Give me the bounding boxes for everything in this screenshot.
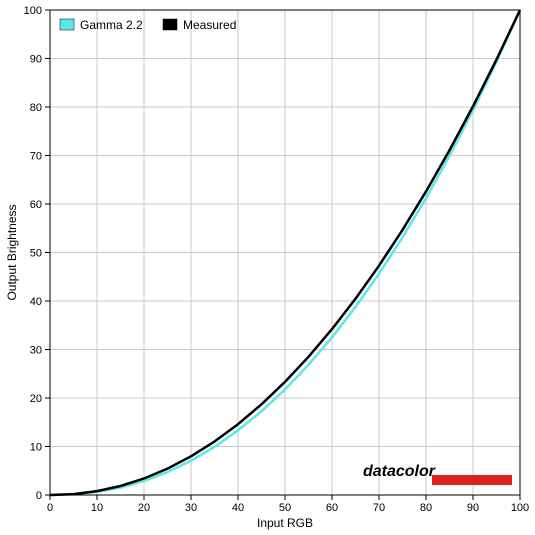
y-tick-label: 70 [30, 151, 42, 163]
brand-bar [432, 475, 512, 485]
y-tick-label: 100 [24, 5, 42, 17]
y-tick-label: 0 [36, 490, 42, 502]
y-tick-label: 90 [30, 54, 42, 66]
y-tick-label: 30 [30, 345, 42, 357]
x-tick-label: 10 [91, 502, 103, 514]
chart-svg: 0 10 20 30 40 50 60 70 80 90 100 0 10 20 30 40 50 60 70 80 9… [0, 0, 535, 535]
y-tick-label: 10 [30, 442, 42, 454]
gamma-chart: 0 10 20 30 40 50 60 70 80 90 100 0 10 20 30 40 50 60 70 80 9… [0, 0, 535, 535]
y-tick-label: 40 [30, 296, 42, 308]
x-tick-label: 0 [47, 502, 53, 514]
legend-swatch [163, 19, 177, 30]
y-tick-label: 20 [30, 393, 42, 405]
y-tick-label: 80 [30, 102, 42, 114]
x-tick-label: 100 [511, 502, 529, 514]
y-tick-label: 50 [30, 248, 42, 260]
x-tick-label: 40 [232, 502, 244, 514]
y-tick-label: 60 [30, 199, 42, 211]
x-tick-label: 50 [279, 502, 291, 514]
x-tick-label: 80 [420, 502, 432, 514]
x-axis-label: Input RGB [257, 516, 313, 530]
x-tick-label: 60 [326, 502, 338, 514]
brand-text: datacolor [363, 463, 436, 480]
x-tick-label: 70 [373, 502, 385, 514]
x-tick-label: 30 [185, 502, 197, 514]
legend-label: Gamma 2.2 [80, 18, 143, 32]
x-tick-label: 20 [138, 502, 150, 514]
legend-label: Measured [183, 18, 236, 32]
x-tick-label: 90 [467, 502, 479, 514]
legend-swatch [60, 19, 74, 30]
y-axis-label: Output Brightness [5, 204, 19, 300]
